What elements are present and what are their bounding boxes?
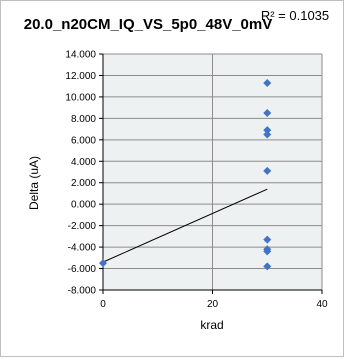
- y-tick-label: 14.000: [65, 50, 96, 61]
- x-tick-label: 40: [316, 299, 328, 310]
- data-point: [263, 109, 272, 117]
- y-tick-label: 10.000: [65, 92, 96, 103]
- y-tick-label: 4.000: [71, 157, 96, 168]
- y-tick-label: 0.000: [71, 200, 96, 211]
- y-tick-label: 6.000: [71, 135, 96, 146]
- trendline: [102, 188, 268, 263]
- y-axis-label: Delta (uA): [27, 156, 41, 210]
- x-axis-label: krad: [200, 318, 223, 332]
- data-point: [263, 235, 272, 244]
- y-tick-label: -2.000: [68, 221, 97, 232]
- tick-labels: 14.000 12.000 10.000 8.000 6.000 4.000 2.000 0.…: [65, 50, 328, 311]
- x-tick-label: 20: [207, 299, 219, 310]
- data-point: [263, 126, 272, 135]
- data-point: [263, 78, 272, 87]
- trendline-segment: [102, 188, 268, 263]
- gridlines: [103, 53, 323, 290]
- data-point: [263, 166, 272, 175]
- y-tick-label: -6.000: [68, 264, 97, 275]
- y-tick-label: 12.000: [65, 71, 96, 82]
- y-tick-label: 2.000: [71, 178, 96, 189]
- data-point: [263, 262, 272, 271]
- y-tick-label: -8.000: [68, 286, 97, 297]
- y-tick-label: 8.000: [71, 114, 96, 125]
- r-squared-label: R² = 0.1035: [261, 8, 329, 23]
- x-tick-label: 0: [100, 299, 106, 310]
- axes: [99, 53, 323, 294]
- data-point: [263, 130, 272, 139]
- y-tick-label: -4.000: [68, 243, 97, 254]
- chart-title: 20.0_n20CM_IQ_VS_5p0_48V_0mV: [24, 16, 273, 33]
- data-point: [99, 259, 107, 268]
- data-point: [263, 247, 272, 256]
- data-points: [99, 78, 272, 271]
